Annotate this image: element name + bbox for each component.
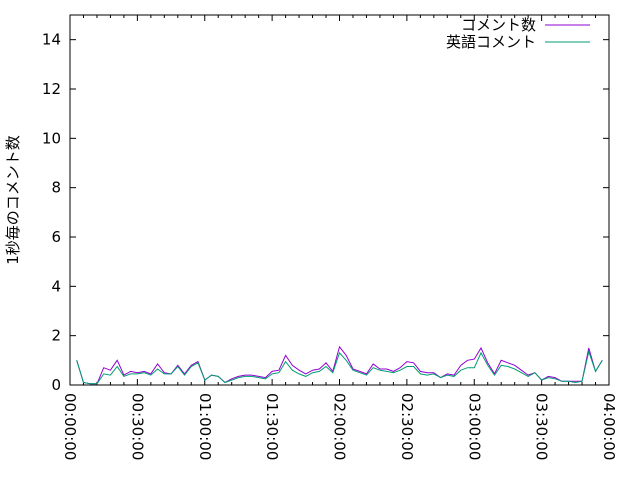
x-tick-label: 04:00:00 (600, 393, 618, 460)
y-tick-label: 6 (51, 228, 61, 246)
series-lines (76, 345, 603, 385)
x-tick-label: 01:00:00 (196, 393, 214, 460)
series-line-0 (76, 345, 603, 385)
y-axis-label: 1秒毎のコメント数 (4, 135, 22, 265)
x-tick-label: 01:30:00 (263, 393, 281, 460)
x-tick-label: 00:30:00 (128, 393, 146, 460)
y-tick-label: 14 (42, 31, 61, 49)
plot-border (69, 14, 610, 386)
x-tick-label: 00:00:00 (61, 393, 79, 460)
series-line-1 (76, 349, 603, 385)
y-tick-label: 10 (42, 129, 61, 147)
y-tick-label: 4 (51, 277, 61, 295)
y-tick-label: 8 (51, 179, 61, 197)
y-tick-label: 2 (51, 327, 61, 345)
x-tick-label: 03:00:00 (465, 393, 483, 460)
legend-label: コメント数 (461, 16, 536, 34)
legend-label: 英語コメント (446, 33, 536, 51)
y-tick-label: 0 (51, 376, 61, 394)
x-tick-label: 03:30:00 (533, 393, 551, 460)
axes: 0 2 4 6 8 10 12 14 00:00:00 00:30:00 01:00:00 01:30… (42, 14, 618, 460)
y-tick-label: 12 (42, 80, 61, 98)
x-tick-label: 02:30:00 (398, 393, 416, 460)
x-tick-label: 02:00:00 (331, 393, 349, 460)
